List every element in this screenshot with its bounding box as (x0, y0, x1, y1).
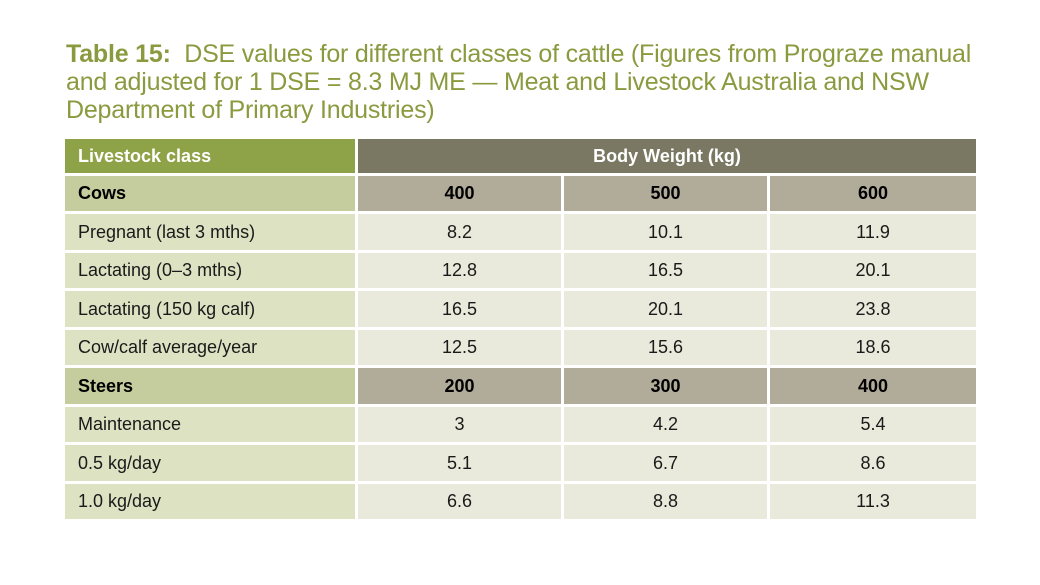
row-value: 5.1 (358, 445, 564, 484)
table-caption-text: DSE values for different classes of catt… (66, 40, 972, 124)
row-value: 18.6 (770, 330, 976, 368)
table-row: Lactating (0–3 mths) 12.8 16.5 20.1 (65, 253, 976, 291)
row-value: 20.1 (770, 253, 976, 291)
row-value: 3 (358, 407, 564, 445)
table-row: Maintenance 3 4.2 5.4 (65, 407, 976, 445)
section-weight: 400 (358, 176, 564, 214)
section-weight: 300 (564, 368, 770, 407)
section-name-cows: Cows (65, 176, 358, 214)
row-label: Lactating (150 kg calf) (65, 291, 358, 330)
section-weight: 500 (564, 176, 770, 214)
table-number: Table 15: (66, 40, 171, 68)
row-value: 8.6 (770, 445, 976, 484)
row-value: 15.6 (564, 330, 770, 368)
row-value: 16.5 (564, 253, 770, 291)
row-value: 12.8 (358, 253, 564, 291)
section-header-row: Cows 400 500 600 (65, 176, 976, 214)
row-value: 11.9 (770, 214, 976, 253)
header-livestock-class: Livestock class (65, 139, 358, 176)
row-value: 8.8 (564, 484, 770, 522)
row-label: 0.5 kg/day (65, 445, 358, 484)
row-value: 20.1 (564, 291, 770, 330)
row-value: 6.6 (358, 484, 564, 522)
row-value: 23.8 (770, 291, 976, 330)
row-label: Pregnant (last 3 mths) (65, 214, 358, 253)
row-label: Cow/calf average/year (65, 330, 358, 368)
header-body-weight: Body Weight (kg) (358, 139, 976, 176)
table-header-row: Livestock class Body Weight (kg) (65, 139, 976, 176)
section-weight: 400 (770, 368, 976, 407)
table-row: 0.5 kg/day 5.1 6.7 8.6 (65, 445, 976, 484)
row-label: Lactating (0–3 mths) (65, 253, 358, 291)
row-value: 11.3 (770, 484, 976, 522)
row-value: 12.5 (358, 330, 564, 368)
row-value: 10.1 (564, 214, 770, 253)
row-value: 4.2 (564, 407, 770, 445)
table-caption: Table 15: DSE values for different class… (66, 40, 996, 124)
row-value: 5.4 (770, 407, 976, 445)
table-row: Cow/calf average/year 12.5 15.6 18.6 (65, 330, 976, 368)
table-row: 1.0 kg/day 6.6 8.8 11.3 (65, 484, 976, 522)
dse-table: Livestock class Body Weight (kg) Cows 40… (65, 139, 976, 522)
row-value: 6.7 (564, 445, 770, 484)
section-weight: 600 (770, 176, 976, 214)
table-row: Pregnant (last 3 mths) 8.2 10.1 11.9 (65, 214, 976, 253)
section-name-steers: Steers (65, 368, 358, 407)
section-weight: 200 (358, 368, 564, 407)
table-row: Lactating (150 kg calf) 16.5 20.1 23.8 (65, 291, 976, 330)
row-label: 1.0 kg/day (65, 484, 358, 522)
section-header-row: Steers 200 300 400 (65, 368, 976, 407)
row-label: Maintenance (65, 407, 358, 445)
row-value: 16.5 (358, 291, 564, 330)
row-value: 8.2 (358, 214, 564, 253)
